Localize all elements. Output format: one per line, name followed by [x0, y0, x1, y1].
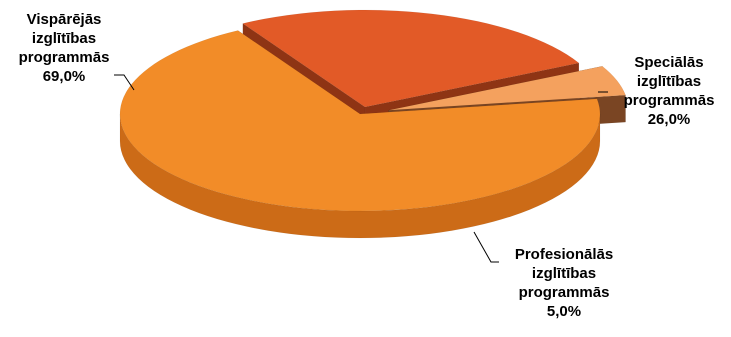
leader-profesionalas	[473, 231, 499, 263]
leader-lines	[114, 74, 608, 263]
leader-visparejas	[114, 74, 135, 91]
slice-visparejas-top	[119, 30, 601, 212]
slice-label-profesionalas: Profesionālās izglītības programmās 5,0%	[514, 246, 614, 320]
slice-label-visparejas: Vispārējās izglītības programmās 69,0%	[18, 11, 110, 85]
slice-specialas-top	[242, 9, 580, 108]
pie-slice-tops	[119, 9, 626, 212]
slice-label-specialas: Speciālās izglītības programmās 26,0%	[623, 54, 715, 128]
slice-profesionalas-top	[388, 65, 626, 111]
